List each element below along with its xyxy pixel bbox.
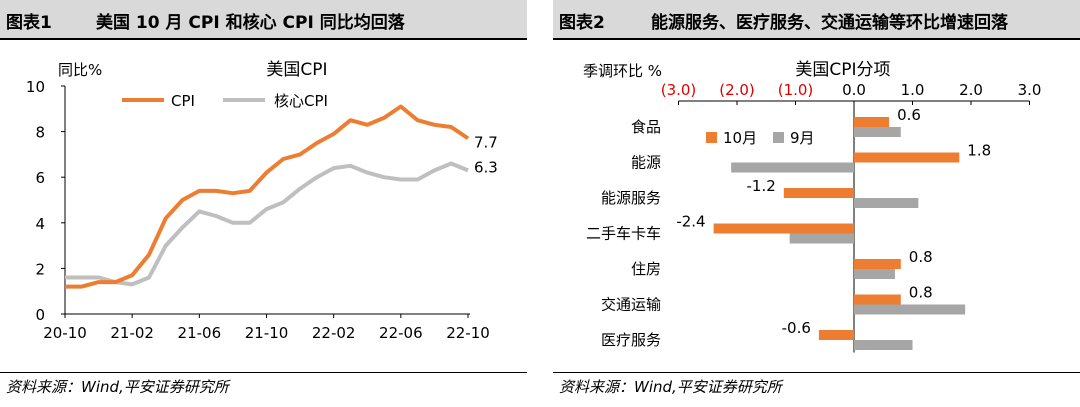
figure-1-header: 图表1 美国 10 月 CPI 和核心 CPI 同比均回落	[0, 0, 527, 38]
x-tick-label: (1.0)	[778, 81, 814, 99]
y-tick-label: 2	[35, 260, 45, 278]
chart-title: 美国CPI	[266, 60, 327, 80]
legend-label: CPI	[171, 92, 195, 110]
figure-2-number: 图表2	[559, 13, 605, 33]
legend-label: 10月	[723, 129, 757, 147]
x-tick-label: 3.0	[1018, 81, 1042, 99]
series-end-label: 6.3	[474, 158, 498, 176]
y-tick-label: 0	[35, 306, 45, 324]
bar-oct	[713, 223, 854, 234]
x-tick-label: 22-02	[312, 324, 356, 342]
data-label: 0.6	[897, 106, 921, 124]
category-label: 住房	[631, 260, 661, 278]
bar-sep	[854, 198, 919, 208]
figure-2-top-rule	[553, 38, 1080, 40]
figure-1-top-rule	[0, 38, 527, 40]
x-tick-label: 20-10	[43, 324, 87, 342]
figure-1-source: 资料来源：Wind,平安证券研究所	[6, 378, 229, 396]
x-tick-label: 22-10	[446, 324, 490, 342]
category-label: 二手车卡车	[586, 225, 661, 243]
category-label: 食品	[631, 118, 661, 136]
data-label: -0.6	[782, 319, 811, 337]
legend-swatch	[773, 132, 784, 143]
y-axis-label: 季调环比 %	[583, 62, 662, 80]
series-end-label: 7.7	[474, 133, 498, 151]
x-tick-label: (3.0)	[661, 81, 697, 99]
cpi-components-bar-chart: 季调环比 % 美国CPI分项 (3.0) (2.0) (1.0) 0.0 1.0 2.0 3.0…	[583, 60, 1042, 353]
data-label: 0.8	[909, 284, 933, 302]
figure-2-bottom-rule	[553, 372, 1080, 373]
bar-sep	[854, 127, 901, 137]
figure-2-title: 能源服务、医疗服务、交通运输等环比增速回落	[651, 13, 1008, 33]
data-label: 1.8	[967, 142, 991, 160]
x-tick-label: 21-10	[245, 324, 289, 342]
bar-sep	[854, 340, 913, 350]
y-tick-label: 10	[26, 78, 45, 96]
data-label: -2.4	[676, 213, 705, 231]
x-tick-label: 2.0	[959, 81, 983, 99]
figure-1-title: 美国 10 月 CPI 和核心 CPI 同比均回落	[96, 13, 405, 33]
bar-sep	[854, 304, 966, 315]
bar-oct	[854, 117, 890, 127]
figure-1-number: 图表1	[6, 13, 52, 33]
bar-oct	[854, 152, 960, 163]
legend-label: 核心CPI	[274, 92, 328, 110]
figure-1-panel: 图表1 美国 10 月 CPI 和核心 CPI 同比均回落 同比% 美国CPI 0 2…	[0, 0, 527, 407]
x-tick-label: 22-06	[379, 324, 423, 342]
series-line	[65, 104, 470, 289]
category-label: 能源服务	[601, 189, 661, 207]
y-tick-label: 6	[35, 169, 45, 187]
data-label: 0.8	[909, 248, 933, 266]
x-tick-label: 21-02	[110, 324, 154, 342]
legend-label: 9月	[790, 129, 815, 147]
figure-2-source: 资料来源：Wind,平安证券研究所	[559, 378, 782, 396]
bar-sep	[854, 269, 895, 279]
x-tick-label: 21-06	[178, 324, 222, 342]
y-tick-label: 4	[35, 215, 45, 233]
bar-oct	[783, 188, 854, 198]
legend-swatch	[706, 132, 717, 143]
bar-sep	[731, 162, 854, 173]
figure-1-bottom-rule	[0, 372, 527, 373]
x-tick-label: 1.0	[901, 81, 925, 99]
chart-title: 美国CPI分项	[795, 60, 890, 80]
y-axis-label: 同比%	[58, 61, 102, 79]
figure-2-header: 图表2 能源服务、医疗服务、交通运输等环比增速回落	[553, 0, 1080, 38]
x-tick-label: (2.0)	[719, 81, 755, 99]
bar-sep	[789, 233, 854, 244]
series-line	[65, 161, 469, 287]
cpi-line-chart: 同比% 美国CPI 0 2 4 6 8 10 20-10 21-02 21-06 21-10 22-02…	[26, 60, 498, 342]
x-tick-label: 0.0	[842, 81, 866, 99]
bar-oct	[854, 294, 901, 305]
category-label: 能源	[631, 154, 661, 172]
figure-2-panel: 图表2 能源服务、医疗服务、交通运输等环比增速回落 季调环比 % 美国CPI分项(…	[553, 0, 1080, 407]
bar-oct	[818, 330, 854, 340]
category-label: 交通运输	[601, 296, 661, 314]
data-label: -1.2	[747, 177, 776, 195]
bar-oct	[854, 259, 901, 269]
y-tick-label: 8	[35, 124, 45, 142]
category-label: 医疗服务	[601, 331, 661, 349]
